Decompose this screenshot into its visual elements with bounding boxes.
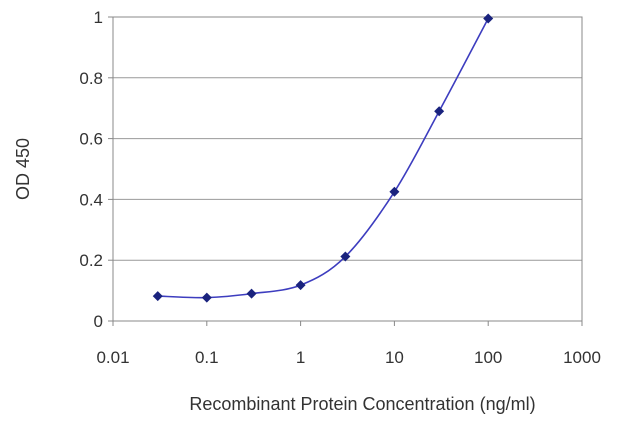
x-tick-label: 1: [296, 348, 305, 367]
data-point: [152, 291, 163, 302]
data-point: [201, 292, 212, 303]
y-tick-label: 1: [94, 8, 103, 27]
x-tick-label: 1000: [563, 348, 601, 367]
grid-lines: [113, 77, 582, 261]
y-tick-label: 0.2: [79, 251, 103, 270]
x-axis: 0.01 0.1 1 10 100 1000: [96, 321, 601, 367]
data-point: [246, 288, 257, 299]
series-curve: [157, 18, 489, 299]
data-point: [389, 186, 400, 197]
y-tick-label: 0.6: [79, 130, 103, 149]
data-point: [483, 13, 494, 24]
x-tick-label: 0.01: [96, 348, 129, 367]
x-tick-label: 0.1: [195, 348, 219, 367]
y-axis-title: OD 450: [13, 138, 33, 200]
data-point: [295, 280, 306, 291]
plot-frame: [112, 16, 583, 322]
y-tick-label: 0: [94, 312, 103, 331]
x-tick-label: 10: [385, 348, 404, 367]
x-axis-title: Recombinant Protein Concentration (ng/ml…: [189, 394, 535, 414]
x-tick-label: 100: [474, 348, 502, 367]
data-point: [340, 251, 351, 262]
data-point: [434, 106, 445, 117]
y-tick-label: 0.8: [79, 69, 103, 88]
y-tick-label: 0.4: [79, 190, 103, 209]
y-axis: 0 0.2 0.4 0.6 0.8 1: [79, 8, 113, 331]
data-points: [152, 13, 494, 303]
